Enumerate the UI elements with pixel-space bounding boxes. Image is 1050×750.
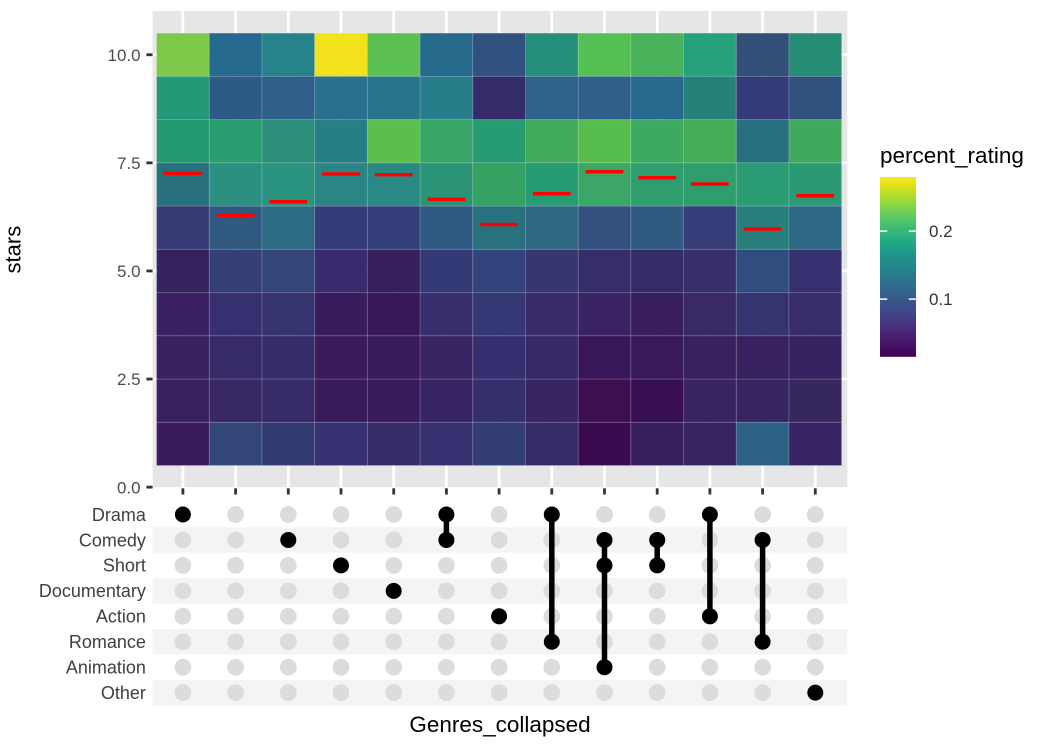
svg-text:Comedy: Comedy [79, 530, 146, 550]
svg-text:10.0: 10.0 [108, 46, 141, 65]
svg-text:Romance: Romance [69, 632, 146, 652]
svg-text:Action: Action [96, 607, 146, 627]
svg-text:Short: Short [103, 556, 146, 576]
svg-text:Documentary: Documentary [39, 581, 146, 601]
svg-text:Animation: Animation [66, 658, 146, 678]
svg-text:7.5: 7.5 [117, 154, 141, 173]
svg-text:stars: stars [1, 226, 26, 274]
svg-text:Genres_collapsed: Genres_collapsed [409, 712, 590, 737]
svg-text:Drama: Drama [92, 505, 147, 525]
svg-text:0.0: 0.0 [117, 478, 141, 497]
svg-text:0.2: 0.2 [929, 222, 953, 241]
svg-text:0.1: 0.1 [929, 290, 953, 309]
svg-text:2.5: 2.5 [117, 370, 141, 389]
svg-text:Other: Other [101, 683, 146, 703]
svg-text:5.0: 5.0 [117, 262, 141, 281]
svg-text:percent_rating: percent_rating [880, 143, 1024, 168]
